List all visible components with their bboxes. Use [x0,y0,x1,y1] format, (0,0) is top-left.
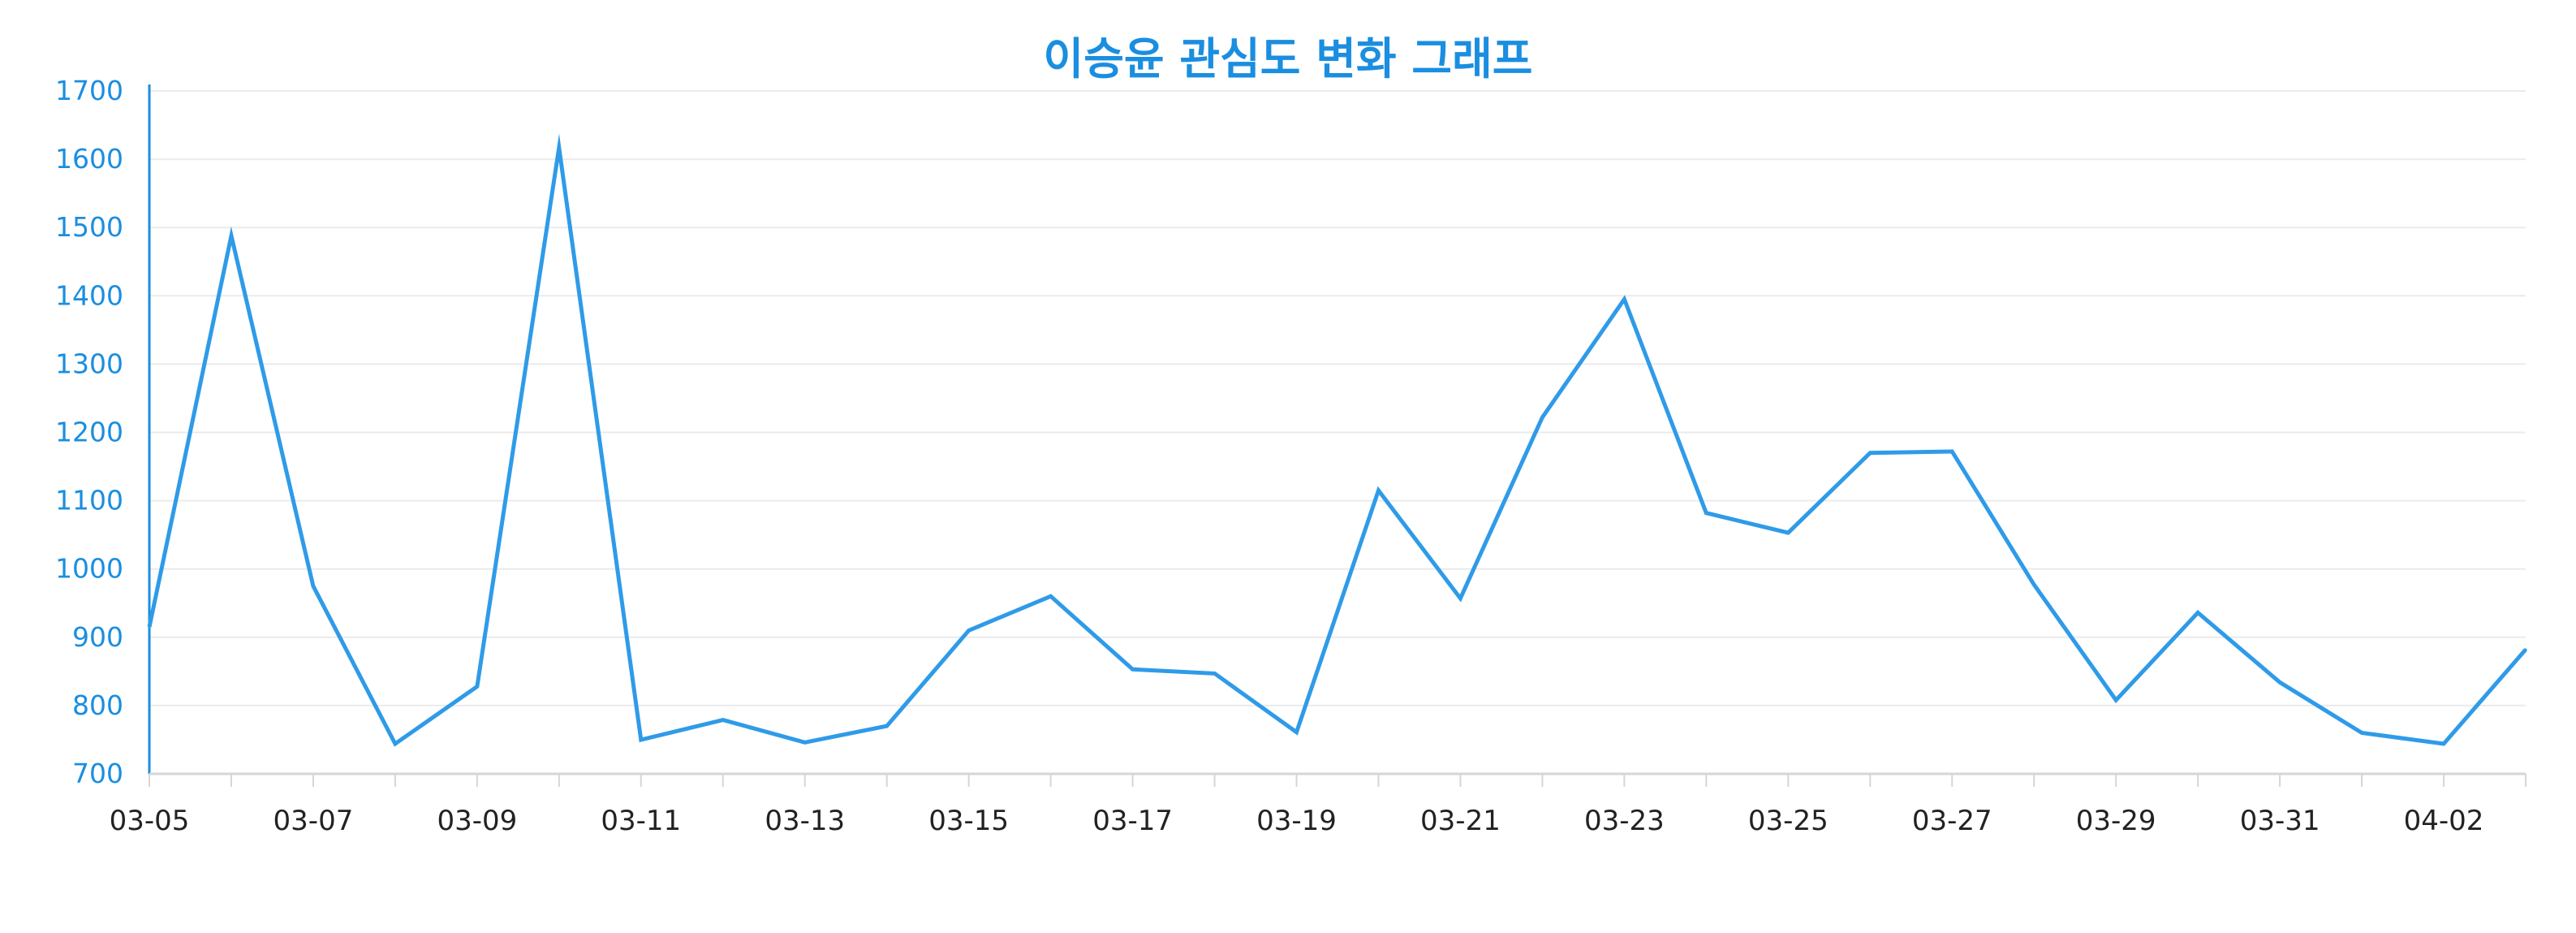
data-point [230,234,233,237]
series-layer [147,133,2527,747]
x-tick-label: 03-25 [1748,805,1829,837]
x-tick-label: 03-13 [765,805,845,837]
data-point [1868,451,1872,455]
data-point [885,724,889,728]
data-point [476,685,479,688]
data-point [1295,731,1299,734]
x-tick-label: 03-05 [110,805,190,837]
data-point [2114,698,2117,702]
x-tick-label: 03-23 [1584,805,1665,837]
y-tick-label: 1700 [55,75,123,106]
data-point [2360,732,2363,735]
data-point [394,742,397,745]
y-tick-label: 1300 [55,348,123,379]
x-tick-label: 03-07 [274,805,354,837]
tick-labels: 700 800 900 1000 1100 1200 1300 1400 1500 1600 170… [55,75,2483,837]
data-point [722,719,725,722]
y-tick-label: 1100 [55,485,123,516]
data-point [803,741,807,744]
x-tick-label: 03-29 [2076,805,2156,837]
data-point [1704,512,1708,515]
data-point [1622,298,1626,301]
x-tick-label: 03-11 [601,805,681,837]
gridlines [149,90,2526,775]
x-tick-label: 03-09 [437,805,517,837]
y-tick-label: 800 [72,689,123,721]
data-point [1213,672,1217,675]
x-tick-label: 03-19 [1256,805,1337,837]
x-tick-label: 03-21 [1420,805,1501,837]
data-point [640,738,643,741]
data-point [2196,611,2199,615]
data-point [558,146,561,149]
x-tick-label: 03-31 [2240,805,2320,837]
y-tick-label: 900 [72,621,123,653]
data-point [1786,531,1790,534]
data-point [967,628,971,632]
x-tick-label: 03-15 [928,805,1009,837]
y-tick-label: 1600 [55,143,123,175]
data-point [1376,489,1380,492]
axes [148,84,2526,787]
data-point [148,625,151,628]
series-line [147,133,2527,747]
data-point [2442,742,2445,745]
data-point [1950,450,1954,453]
y-tick-label: 1000 [55,553,123,585]
data-point [1049,594,1053,598]
x-tick-label: 03-27 [1912,805,1992,837]
data-point [2032,583,2035,586]
chart-title: 이승윤 관심도 변화 그래프 [1043,33,1533,84]
y-tick-label: 1500 [55,211,123,243]
data-point [2278,680,2281,684]
y-tick-label: 700 [72,758,123,789]
data-point [1458,597,1462,600]
x-tick-label: 03-17 [1092,805,1173,837]
x-tick-label: 04-02 [2404,805,2484,837]
data-point [312,585,315,588]
y-tick-label: 1400 [55,279,123,311]
data-point [2524,648,2527,651]
data-point [1540,416,1544,419]
y-tick-label: 1200 [55,417,123,448]
data-point [1131,667,1135,671]
